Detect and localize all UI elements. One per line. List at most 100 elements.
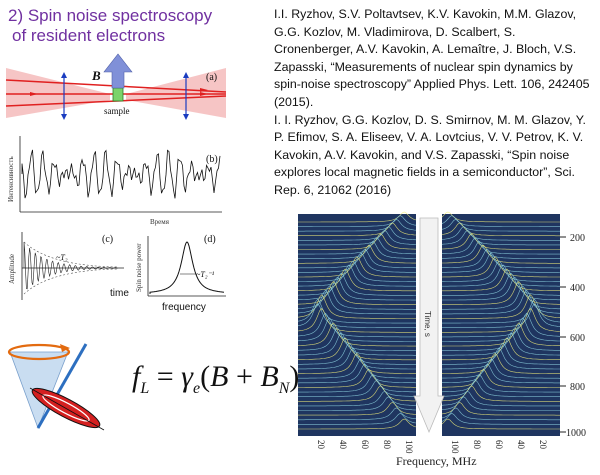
spectrum-trace: [442, 298, 561, 324]
c-marker: ~T₂: [56, 253, 68, 262]
sample-label: sample: [104, 106, 130, 116]
formula-gamma: γ: [181, 360, 193, 393]
spectrum-trace: [297, 322, 416, 347]
left-tick-40: 40: [338, 440, 348, 450]
spectrum-panel: [147, 236, 226, 297]
spectrum-trace: [441, 215, 560, 227]
spectrum-trace: [298, 342, 416, 365]
spectrum-trace: [297, 363, 417, 384]
formula-lhs: f: [132, 360, 141, 393]
left-tick-60: 60: [360, 440, 370, 450]
spectrum-trace: [297, 272, 416, 296]
formula-equals: =: [156, 360, 174, 393]
spectrum-trace: [441, 222, 560, 237]
d-xlabel: frequency: [162, 302, 206, 313]
spectrum-trace: [297, 337, 416, 361]
formula-b: B: [210, 360, 229, 393]
right-tick-20: 20: [538, 440, 548, 450]
d-ylabel: Spin noise power: [135, 243, 143, 292]
spectrum-trace: [298, 233, 417, 250]
spectrum-trace: [441, 218, 560, 232]
spectrum-trace: [442, 289, 561, 315]
y-tick-800: 800: [570, 382, 585, 393]
b-ylabel: Интенсивность: [7, 156, 15, 202]
spectrogram-left-panel: [298, 214, 416, 436]
spectrum-trace: [297, 289, 416, 315]
formula-bn: B: [260, 360, 279, 393]
slide-title: 2) Spin noise spectroscopy of resident e…: [8, 6, 212, 46]
formula-bn-sub: N: [278, 380, 290, 397]
spectrum-trace: [442, 276, 560, 301]
spectrum-trace: [298, 390, 417, 407]
formula-lhs-sub: L: [140, 380, 150, 397]
spectrum-trace: [442, 260, 560, 282]
spectrum-trace: [442, 358, 561, 379]
magnetic-field-arrow: [103, 53, 133, 89]
spectrum-trace: [442, 322, 560, 347]
c-xlabel: time: [110, 288, 129, 299]
spectrum-trace: [297, 327, 416, 351]
spectrum-trace: [298, 418, 417, 430]
spectrum-trace: [441, 407, 560, 421]
right-tick-60: 60: [494, 440, 504, 450]
spectrum-trace: [442, 268, 560, 292]
spectrum-trace: [442, 244, 560, 264]
spectrum-trace: [297, 312, 416, 338]
formula-gamma-sub: e: [193, 380, 201, 397]
spin-noise-spectrogram: Time, s 20 40 60 80 100 100 80 60 40 20 …: [297, 211, 586, 454]
spectrum-trace: [441, 401, 560, 416]
frequency-axis-label: Frequency, MHz: [396, 454, 477, 468]
spectrum-trace: [297, 248, 417, 269]
spectrum-trace: [442, 342, 560, 365]
spectrum-trace: [441, 385, 560, 402]
references: I.I. Ryzhov, S.V. Poltavtsev, K.V. Kavok…: [274, 6, 592, 200]
spectrum-trace: [298, 374, 416, 393]
spectrum-trace: [298, 413, 417, 425]
spectrum-trace: [442, 294, 561, 319]
spectrum-trace: [298, 252, 416, 273]
spectrum-trace: [442, 308, 561, 333]
spectrum-trace: [298, 407, 417, 421]
spectrum-trace: [298, 211, 417, 223]
spectrum-trace: [441, 379, 560, 397]
y-tick-200: 200: [570, 233, 585, 244]
field-label: B: [91, 68, 101, 83]
beam-diagram: [5, 53, 227, 120]
reference-2: I. I. Ryzhov, G.G. Kozlov, D. S. Smirnov…: [274, 112, 586, 197]
panel-c-label: (c): [102, 234, 113, 245]
spectrum-trace: [441, 413, 560, 425]
right-tick-40: 40: [516, 440, 526, 450]
spectrum-trace: [298, 244, 416, 264]
spectrum-trace: [298, 237, 416, 255]
formula-open: (: [200, 360, 211, 393]
spectrum-trace: [297, 317, 416, 342]
panel-d-label: (d): [204, 234, 216, 245]
spectrum-trace: [442, 285, 560, 310]
spectrum-trace: [442, 264, 560, 287]
left-tick-80: 80: [382, 440, 392, 450]
decay-panel: [21, 232, 124, 300]
larmor-formula: fL = γe(B + BN): [132, 360, 299, 398]
d-marker: ~T₂⁻¹: [196, 270, 215, 279]
noise-trace-panel: [19, 136, 222, 213]
spectrum-trace: [298, 256, 416, 278]
spectrum-trace: [441, 374, 560, 393]
spectrum-trace: [297, 347, 416, 370]
spectrum-trace: [297, 285, 416, 310]
spectrum-trace: [442, 347, 560, 370]
spectrum-trace: [441, 211, 560, 223]
spectrum-trace: [297, 332, 416, 356]
reference-1: I.I. Ryzhov, S.V. Poltavtsev, K.V. Kavok…: [274, 7, 590, 109]
spectrum-trace: [441, 233, 560, 250]
left-tick-100: 100: [404, 440, 414, 454]
spectrum-trace: [298, 396, 417, 411]
spectrum-trace: [297, 298, 416, 324]
y-tick-600: 600: [570, 333, 585, 344]
spectrum-trace: [297, 268, 416, 292]
spectrum-trace: [298, 222, 417, 236]
spectrum-trace: [441, 229, 560, 246]
time-arrow-label: Time, s: [423, 311, 432, 337]
spectrum-trace: [442, 272, 560, 296]
y-tick-1000: 1000: [566, 428, 586, 439]
spectrum-trace: [297, 276, 416, 301]
